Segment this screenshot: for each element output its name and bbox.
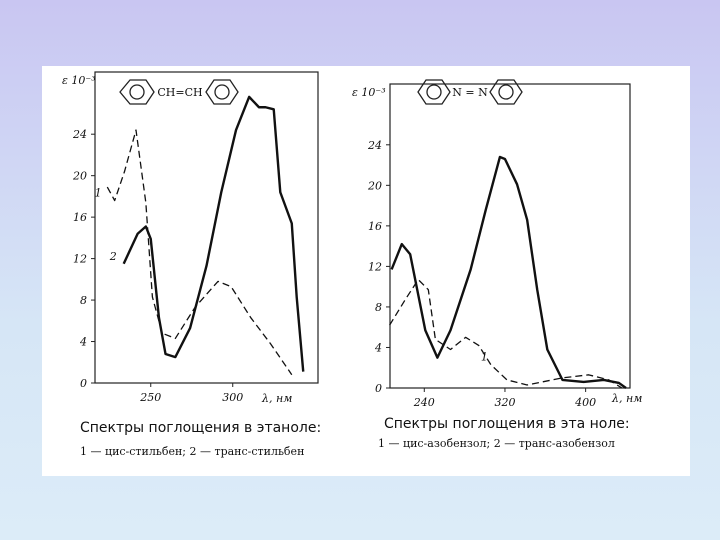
y-tick-label: 12 — [73, 253, 87, 266]
series-label: 2 — [109, 250, 117, 263]
caption: Спектры поглощения в эта ноле: — [384, 416, 630, 432]
line-series — [390, 155, 627, 389]
y-axis-label: ε 10⁻³ — [352, 86, 386, 99]
y-tick-label: 20 — [367, 179, 382, 192]
structure-label: CH=CH — [157, 86, 202, 99]
legend-text: 1 — цис-азобензол; 2 — транс-азобензол — [378, 437, 615, 450]
y-tick-label: 4 — [79, 336, 87, 349]
y-tick-label: 4 — [374, 341, 382, 354]
x-tick-label: 240 — [413, 396, 435, 409]
y-tick-label: 20 — [72, 170, 87, 183]
x-axis-label: λ, нм — [261, 392, 292, 405]
y-tick-label: 0 — [375, 382, 382, 395]
y-tick-label: 8 — [375, 301, 382, 314]
x-tick-label: 300 — [222, 391, 243, 404]
y-tick-label: 0 — [80, 377, 87, 390]
x-tick-label: 320 — [494, 396, 515, 409]
series-label: 1 — [95, 187, 102, 200]
line-series — [389, 278, 623, 389]
caption: Спектры поглощения в этаноле: — [80, 420, 321, 436]
series-label: 1 — [481, 351, 488, 364]
line-series — [106, 129, 293, 376]
structure-label: N = N — [452, 86, 488, 99]
y-tick-label: 16 — [368, 220, 382, 233]
y-tick-label: 24 — [367, 139, 382, 152]
y-tick-label: 12 — [368, 260, 382, 273]
y-tick-label: 16 — [73, 211, 87, 224]
y-axis-label: ε 10⁻³ — [62, 74, 96, 87]
plot-frame — [94, 71, 319, 384]
x-tick-label: 400 — [574, 396, 596, 409]
y-tick-label: 8 — [80, 294, 87, 307]
x-tick-label: 250 — [139, 391, 161, 404]
x-axis-label: λ, нм — [611, 392, 642, 405]
legend-text: 1 — цис-стильбен; 2 — транс-стильбен — [80, 445, 304, 458]
panel-background — [42, 66, 690, 476]
plot-frame — [389, 83, 631, 389]
y-tick-label: 24 — [72, 128, 87, 141]
structure-icon — [119, 79, 523, 105]
line-series — [122, 95, 305, 372]
